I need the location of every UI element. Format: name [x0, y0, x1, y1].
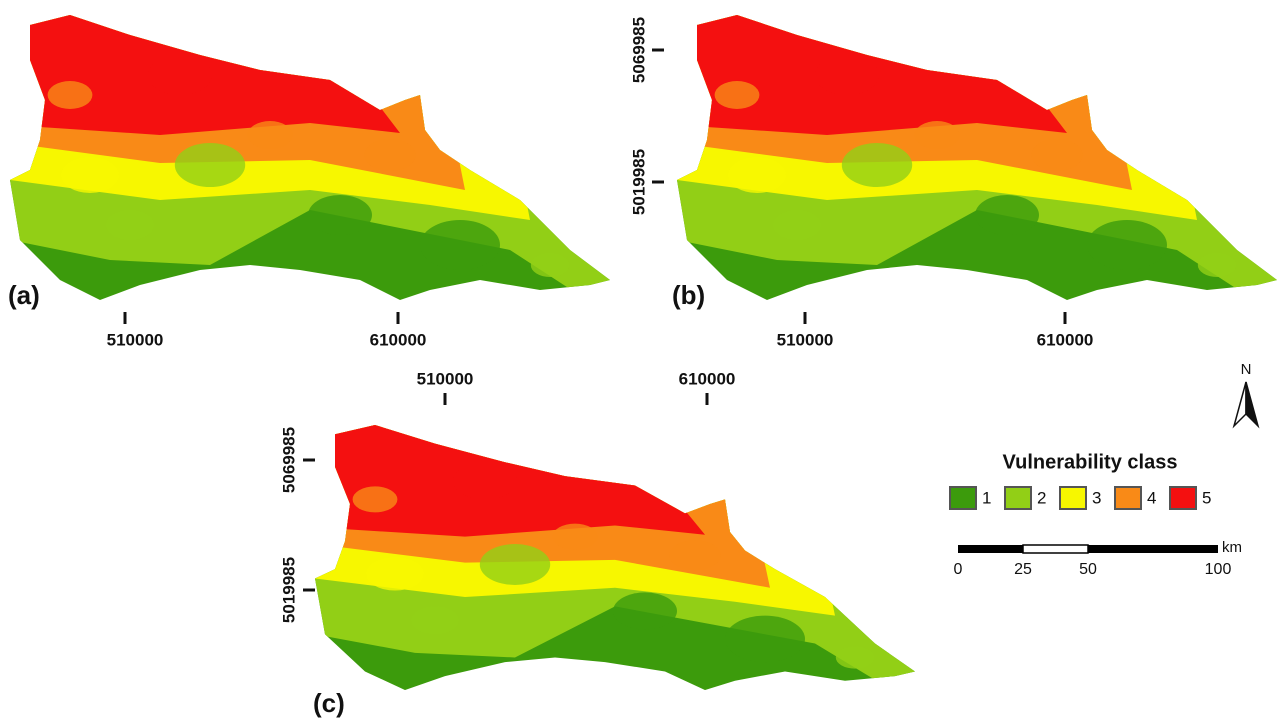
panel-label: (b)	[672, 280, 705, 310]
legend-label: 5	[1202, 488, 1211, 507]
map-patch	[714, 81, 760, 109]
legend-label: 4	[1147, 488, 1156, 507]
scale-segment	[958, 545, 1023, 553]
map-patch	[247, 121, 293, 149]
map-patch	[352, 486, 398, 513]
north-arrow	[1245, 381, 1260, 429]
map-patch	[1031, 139, 1083, 171]
y-tick-label: 5069985	[279, 427, 298, 493]
x-tick-label: 610000	[370, 330, 427, 349]
scale-segment	[1088, 545, 1218, 553]
map-patch	[530, 253, 570, 277]
panel-label: (a)	[8, 280, 40, 310]
map-patch	[106, 210, 154, 240]
x-tick-label: 510000	[777, 330, 834, 349]
legend-swatch	[1114, 486, 1142, 510]
map-patch	[815, 55, 879, 95]
map-patch	[1087, 220, 1167, 270]
scale-label: 0	[954, 561, 963, 578]
legend-swatch	[1169, 486, 1197, 510]
map-patch	[453, 462, 517, 500]
map-area	[677, 15, 1277, 300]
legend-label: 3	[1092, 488, 1101, 507]
legend-label: 1	[982, 488, 991, 507]
legend-swatch	[1059, 486, 1087, 510]
x-tick-label: 510000	[417, 369, 474, 388]
map-patch	[308, 195, 372, 235]
map-patch	[366, 557, 424, 591]
map-patch	[728, 157, 786, 193]
scale-segment	[1022, 544, 1089, 554]
scale-label: 100	[1205, 561, 1232, 578]
x-tick-label: 610000	[679, 369, 736, 388]
map-patch	[148, 55, 212, 95]
map-patch	[61, 157, 119, 193]
scale-label: 25	[1014, 561, 1032, 578]
map-patch	[725, 615, 805, 663]
map-panel	[315, 425, 915, 691]
map-patch	[914, 121, 960, 149]
y-tick-label: 5069985	[629, 17, 648, 83]
map-patch	[975, 195, 1039, 235]
map-patch	[841, 143, 913, 187]
legend: 1 2 3 4 5	[949, 486, 1211, 510]
y-tick-label: 5019985	[279, 557, 298, 623]
map-patch	[773, 210, 821, 240]
legend-title: Vulnerability class	[1003, 451, 1178, 473]
legend-swatch	[949, 486, 977, 510]
map-patch	[411, 606, 459, 635]
north-arrow	[1232, 381, 1247, 429]
scale-label: 50	[1079, 561, 1097, 578]
x-tick-label: 510000	[107, 330, 164, 349]
legend-swatch	[1004, 486, 1032, 510]
north-label: N	[1241, 361, 1252, 378]
map-patch	[1197, 253, 1237, 277]
map-patch	[613, 592, 677, 630]
map-area	[10, 15, 610, 300]
map-panel	[677, 15, 1277, 300]
map-patch	[174, 143, 246, 187]
map-patch	[479, 544, 551, 585]
y-tick-label: 5019985	[629, 149, 648, 215]
scale-unit: km	[1222, 539, 1242, 556]
map-patch	[47, 81, 93, 109]
map-patch	[420, 220, 500, 270]
map-patch	[552, 523, 598, 550]
legend-label: 2	[1037, 488, 1046, 507]
map-panel	[10, 15, 610, 300]
map-area	[315, 425, 915, 691]
panel-label: (c)	[313, 688, 345, 718]
map-patch	[835, 646, 875, 669]
x-tick-label: 610000	[1037, 330, 1094, 349]
map-patch	[669, 540, 721, 571]
map-patch	[364, 139, 416, 171]
